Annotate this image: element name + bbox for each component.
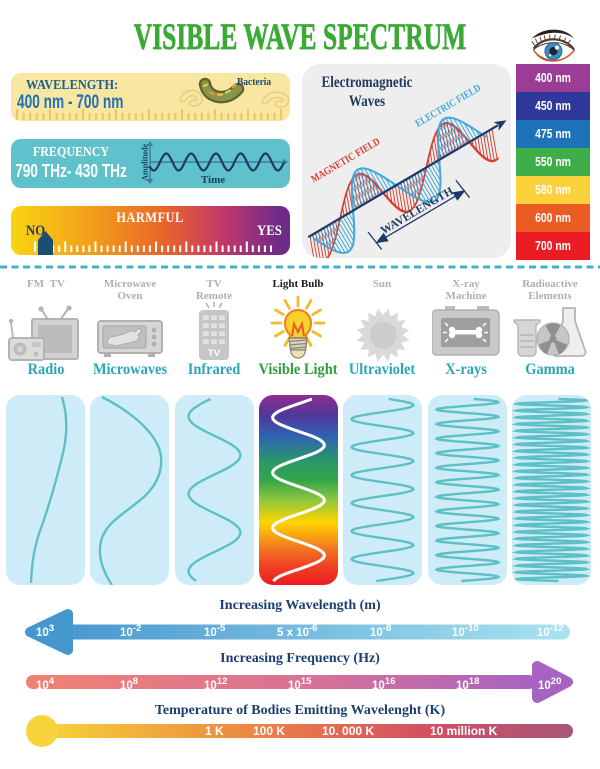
svg-text:Amplitude: Amplitude	[141, 143, 150, 181]
svg-text:TV: TV	[208, 348, 221, 359]
svg-text:MAGNETIC FIELD: MAGNETIC FIELD	[309, 136, 382, 185]
svg-text:Time: Time	[201, 174, 225, 186]
